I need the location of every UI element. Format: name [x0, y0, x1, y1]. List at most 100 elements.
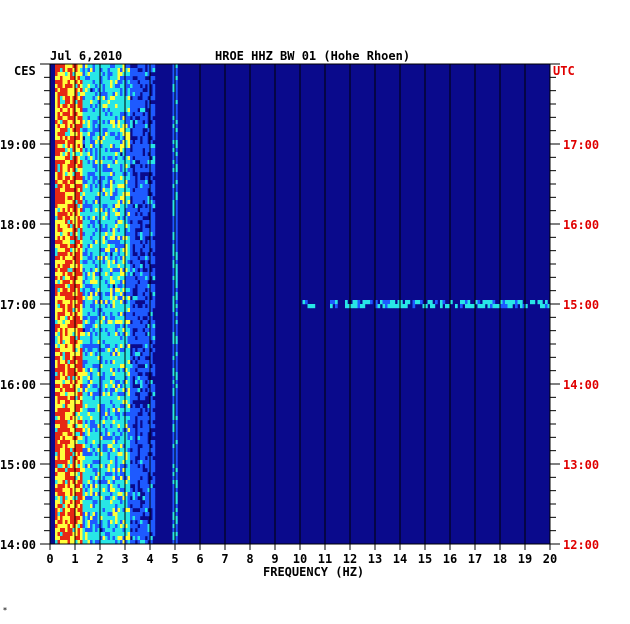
spectrogram-cell	[55, 440, 58, 445]
spectrogram-cell	[90, 388, 93, 393]
spectrogram-cell	[152, 508, 156, 513]
spectrogram-cell	[175, 304, 178, 309]
spectrogram-cell	[87, 320, 91, 325]
spectrogram-cell	[92, 308, 96, 313]
spectrogram-cell	[127, 144, 131, 149]
x-tick-label: 7	[221, 552, 228, 566]
spectrogram-cell	[115, 284, 118, 289]
spectrogram-cell	[117, 428, 121, 433]
spectrogram-cell	[140, 144, 143, 149]
spectrogram-cell	[97, 72, 101, 77]
spectrogram-cell	[150, 480, 153, 485]
spectrogram-cell	[75, 276, 78, 281]
spectrogram-cell	[67, 400, 71, 405]
spectrogram-cell	[120, 496, 123, 501]
spectrogram-cell	[132, 500, 136, 505]
spectrogram-cell	[150, 300, 153, 305]
spectrogram-cell	[330, 300, 333, 305]
spectrogram-cell	[172, 188, 176, 193]
spectrogram-cell	[90, 224, 93, 229]
spectrogram-cell	[107, 252, 111, 257]
spectrogram-cell	[70, 248, 73, 253]
spectrogram-cell	[80, 236, 83, 241]
spectrogram-cell	[115, 536, 118, 541]
spectrogram-cell	[57, 344, 61, 349]
spectrogram-cell	[120, 340, 123, 345]
spectrogram-cell	[115, 92, 118, 97]
spectrogram-cell	[102, 172, 106, 177]
spectrogram-cell	[97, 140, 101, 145]
spectrogram-cell	[67, 68, 71, 73]
spectrogram-cell	[95, 352, 98, 357]
spectrogram-cell	[65, 460, 68, 465]
spectrogram-cell	[540, 304, 543, 309]
spectrogram-cell	[97, 308, 101, 313]
spectrogram-cell	[95, 148, 98, 153]
spectrogram-cell	[172, 496, 176, 501]
spectrogram-cell	[70, 520, 73, 525]
spectrogram-cell	[132, 392, 136, 397]
spectrogram-cell	[112, 196, 116, 201]
spectrogram-cell	[102, 164, 106, 169]
spectrogram-cell	[115, 132, 118, 137]
spectrogram-cell	[55, 192, 58, 197]
spectrogram-cell	[107, 516, 111, 521]
spectrogram-cell	[100, 332, 103, 337]
spectrogram-cell	[72, 516, 76, 521]
spectrogram-cell	[102, 68, 106, 73]
spectrogram-cell	[80, 420, 83, 425]
spectrogram-cell	[87, 128, 91, 133]
spectrogram-cell	[92, 96, 96, 101]
spectrogram-cell	[82, 356, 86, 361]
spectrogram-cell	[125, 92, 128, 97]
spectrogram-cell	[57, 504, 61, 509]
spectrogram-cell	[110, 204, 113, 209]
spectrogram-cell	[517, 300, 521, 305]
spectrogram-cell	[107, 112, 111, 117]
spectrogram-cell	[77, 260, 81, 265]
spectrogram-cell	[82, 64, 86, 69]
spectrogram-cell	[72, 332, 76, 337]
spectrogram-cell	[75, 264, 78, 269]
spectrogram-cell	[112, 516, 116, 521]
spectrogram-cell	[125, 420, 128, 425]
spectrogram-cell	[107, 432, 111, 437]
spectrogram-cell	[87, 228, 91, 233]
spectrogram-cell	[380, 300, 383, 305]
spectrogram-cell	[172, 196, 176, 201]
spectrogram-cell	[80, 264, 83, 269]
spectrogram-cell	[87, 152, 91, 157]
spectrogram-cell	[62, 488, 66, 493]
spectrogram-cell	[482, 300, 486, 305]
spectrogram-cell	[175, 316, 178, 321]
spectrogram-cell	[70, 188, 73, 193]
spectrogram-cell	[77, 392, 81, 397]
spectrogram-cell	[57, 184, 61, 189]
spectrogram-cell	[117, 68, 121, 73]
spectrogram-cell	[127, 396, 131, 401]
spectrogram-cell	[112, 120, 116, 125]
spectrogram-cell	[115, 508, 118, 513]
spectrogram-cell	[82, 384, 86, 389]
spectrogram-cell	[120, 440, 123, 445]
spectrogram-cell	[55, 344, 58, 349]
spectrogram-cell	[147, 288, 151, 293]
spectrogram-cell	[72, 344, 76, 349]
spectrogram-cell	[107, 496, 111, 501]
spectrogram-cell	[145, 464, 148, 469]
spectrogram-cell	[70, 536, 73, 541]
spectrogram-cell	[60, 500, 63, 505]
spectrogram-cell	[72, 400, 76, 405]
spectrogram-cell	[145, 260, 148, 265]
spectrogram-cell	[97, 520, 101, 525]
spectrogram-cell	[87, 512, 91, 517]
spectrogram-cell	[135, 96, 138, 101]
spectrogram-cell	[145, 308, 148, 313]
spectrogram-cell	[127, 432, 131, 437]
spectrogram-cell	[70, 464, 73, 469]
spectrogram-cell	[447, 304, 451, 309]
spectrogram-cell	[105, 256, 108, 261]
spectrogram-cell	[97, 172, 101, 177]
spectrogram-cell	[72, 176, 76, 181]
spectrogram-cell	[82, 420, 86, 425]
